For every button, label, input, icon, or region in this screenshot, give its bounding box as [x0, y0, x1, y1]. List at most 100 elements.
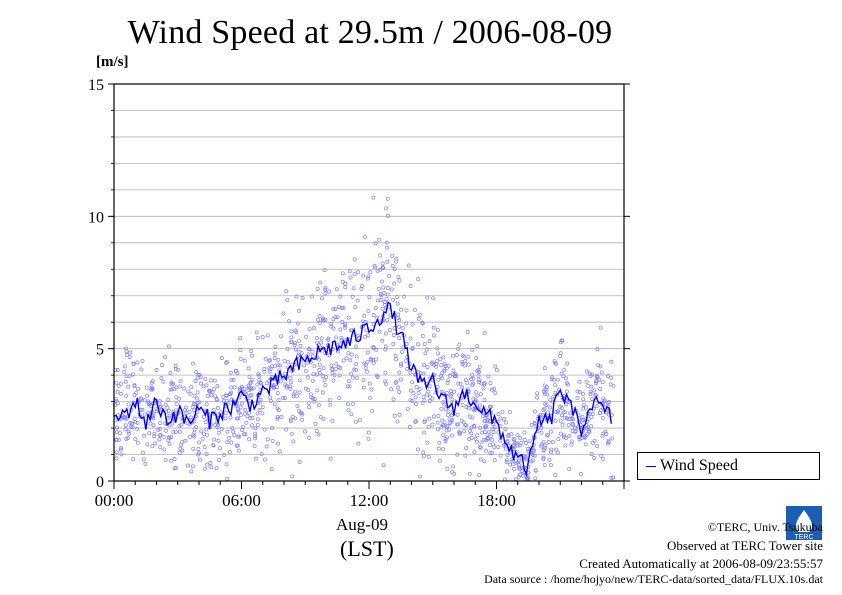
scatter-point — [463, 363, 467, 368]
scatter-point — [439, 424, 444, 429]
scatter-point — [488, 450, 493, 455]
scatter-point — [288, 384, 292, 389]
scatter-point — [303, 429, 307, 434]
scatter-point — [595, 375, 600, 380]
scatter-point — [533, 476, 538, 481]
scatter-point — [588, 392, 593, 397]
scatter-point — [150, 444, 155, 449]
scatter-point — [587, 371, 592, 376]
scatter-point — [550, 440, 555, 444]
scatter-point — [414, 402, 418, 406]
scatter-point — [599, 454, 604, 458]
scatter-point — [452, 389, 457, 394]
scatter-point — [337, 396, 342, 400]
scatter-point — [457, 342, 462, 347]
scatter-point — [247, 398, 252, 403]
scatter-point — [267, 358, 272, 363]
scatter-point — [173, 429, 178, 434]
scatter-point — [470, 383, 475, 388]
scatter-point — [435, 327, 440, 332]
scatter-point — [130, 372, 135, 377]
scatter-point — [411, 391, 416, 396]
scatter-point — [166, 408, 171, 413]
scatter-point — [124, 346, 129, 351]
scatter-point — [329, 363, 334, 368]
scatter-point — [131, 457, 136, 462]
scatter-point — [453, 372, 458, 376]
scatter-point — [565, 361, 570, 366]
scatter-point — [420, 320, 425, 325]
scatter-point — [127, 374, 132, 379]
scatter-point — [268, 395, 273, 400]
scatter-point — [329, 322, 334, 326]
scatter-point — [393, 353, 398, 358]
scatter-point — [556, 437, 561, 442]
scatter-point — [221, 394, 226, 399]
scatter-point — [525, 475, 530, 480]
scatter-point — [139, 396, 144, 401]
scatter-point — [244, 420, 249, 425]
scatter-point — [392, 266, 397, 271]
scatter-point — [288, 386, 293, 391]
scatter-point — [316, 432, 321, 437]
scatter-point — [387, 328, 392, 333]
scatter-point — [253, 434, 258, 439]
scatter-point — [116, 383, 121, 388]
scatter-point — [123, 414, 127, 419]
scatter-point — [340, 320, 345, 324]
scatter-point — [584, 379, 589, 384]
scatter-point — [215, 384, 220, 389]
scatter-point — [394, 259, 399, 264]
scatter-point — [511, 462, 516, 467]
scatter-point — [541, 457, 546, 462]
scatter-point — [399, 363, 404, 368]
scatter-point — [376, 286, 381, 291]
scatter-point — [466, 403, 471, 408]
scatter-point — [396, 312, 401, 317]
scatter-point — [174, 401, 179, 406]
scatter-point — [402, 294, 407, 299]
x-axis-timezone-label: (LST) — [340, 536, 394, 561]
scatter-point — [151, 423, 156, 428]
scatter-point — [374, 347, 379, 352]
scatter-point — [477, 378, 482, 383]
scatter-point — [346, 351, 351, 356]
scatter-point — [558, 351, 563, 356]
scatter-point — [169, 435, 174, 440]
scatter-point — [330, 418, 335, 423]
scatter-point — [406, 263, 411, 268]
scatter-point — [578, 472, 583, 476]
scatter-point — [473, 399, 478, 404]
scatter-point — [417, 312, 422, 317]
scatter-point — [212, 411, 217, 416]
scatter-point — [481, 437, 486, 442]
scatter-point — [214, 466, 219, 471]
scatter-point — [496, 412, 501, 417]
scatter-point — [482, 430, 487, 435]
scatter-point — [338, 327, 343, 332]
y-tick-label: 15 — [88, 77, 104, 94]
scatter-point — [575, 395, 580, 400]
scatter-point — [395, 385, 400, 390]
scatter-point — [504, 460, 509, 464]
scatter-point — [307, 347, 311, 352]
scatter-point — [328, 456, 333, 461]
scatter-point — [356, 270, 361, 275]
scatter-point — [127, 431, 132, 436]
scatter-point — [260, 335, 265, 340]
scatter-point — [330, 371, 335, 375]
scatter-point — [458, 381, 463, 386]
credit-copyright: ©TERC, Univ. Tsukuba — [707, 520, 823, 534]
scatter-point — [567, 433, 572, 438]
scatter-point — [438, 458, 442, 463]
scatter-point — [225, 359, 230, 364]
scatter-point — [163, 458, 168, 463]
scatter-point — [233, 369, 238, 373]
scatter-point — [140, 358, 145, 363]
scatter-point — [478, 392, 483, 397]
scatter-point — [378, 292, 383, 296]
scatter-point — [548, 405, 552, 410]
scatter-point — [219, 356, 224, 361]
scatter-point — [375, 268, 380, 273]
scatter-point — [248, 416, 253, 420]
